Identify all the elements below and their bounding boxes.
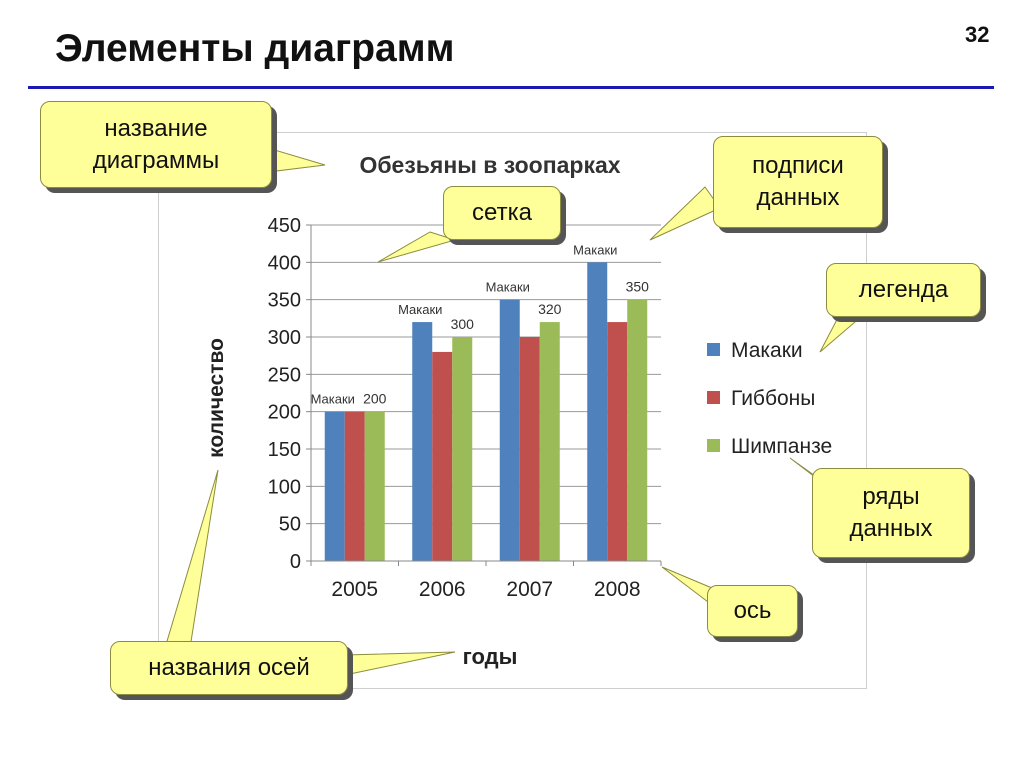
legend-item-label: Макаки [731, 339, 803, 362]
callout-grid: сетка [443, 186, 561, 240]
data-label: 200 [363, 391, 387, 407]
bar [519, 337, 540, 561]
data-label: 320 [538, 301, 562, 317]
data-label: Макаки [573, 242, 617, 257]
y-tick-label: 150 [268, 439, 301, 461]
data-labels: Макаки 200 Макаки 300 Макаки 320 Макаки 350 [311, 242, 650, 406]
data-label: 300 [451, 316, 475, 332]
callout-axis-titles: названия осей [110, 641, 348, 695]
bar [607, 322, 628, 561]
y-tick-label: 300 [268, 327, 301, 349]
y-tick-label: 250 [268, 364, 301, 386]
axes: 0 50 100 150 200 250 300 350 400 450 2005 2006 2007 2… [268, 215, 662, 601]
y-tick-label: 200 [268, 402, 301, 424]
data-label: Макаки [311, 392, 355, 407]
y-tick-label: 100 [268, 476, 301, 498]
y-tick-label: 350 [268, 290, 301, 312]
bars [324, 262, 648, 561]
chart-title: Обезьяны в зоопарках [359, 152, 620, 178]
chart: Макаки 200 Макаки 300 Макаки 320 Макаки 350 0 50… [205, 152, 832, 669]
x-tick-label: 2006 [419, 578, 466, 601]
legend-swatch [707, 343, 720, 356]
data-label: Макаки [398, 302, 442, 317]
x-tick-label: 2007 [506, 578, 553, 601]
legend: Макаки Гиббоны Шимпанзе [707, 339, 832, 458]
legend-item-label: Шимпанзе [731, 435, 832, 458]
y-tick-label: 400 [268, 252, 301, 274]
bar [452, 337, 473, 561]
bar [364, 411, 385, 561]
bar [344, 411, 365, 561]
callout-legend: легенда [826, 263, 981, 317]
callout-chart-title: название диаграммы [40, 101, 272, 188]
y-tick-label: 50 [279, 514, 301, 536]
bar [539, 322, 560, 561]
x-tick-label: 2008 [594, 578, 641, 601]
bar [412, 322, 433, 561]
bar [432, 351, 453, 561]
callout-data-labels: подписи данных [713, 136, 883, 228]
title-divider [28, 86, 994, 89]
callout-series: ряды данных [812, 468, 970, 558]
x-tick-label: 2005 [331, 578, 378, 601]
y-tick-label: 450 [268, 215, 301, 237]
data-label: 350 [626, 279, 650, 295]
y-axis-title: количество [205, 338, 228, 458]
bar [627, 299, 648, 561]
y-tick-label: 0 [290, 551, 301, 573]
slide-title: Элементы диаграмм [55, 27, 455, 70]
legend-swatch [707, 439, 720, 452]
slide-number: 32 [965, 22, 990, 47]
legend-swatch [707, 391, 720, 404]
bar [587, 262, 608, 561]
x-axis-title: годы [463, 644, 518, 669]
data-label: Макаки [486, 280, 530, 295]
bar [324, 411, 345, 561]
bar [499, 299, 520, 561]
callout-axis: ось [707, 585, 798, 637]
legend-item-label: Гиббоны [731, 387, 815, 410]
